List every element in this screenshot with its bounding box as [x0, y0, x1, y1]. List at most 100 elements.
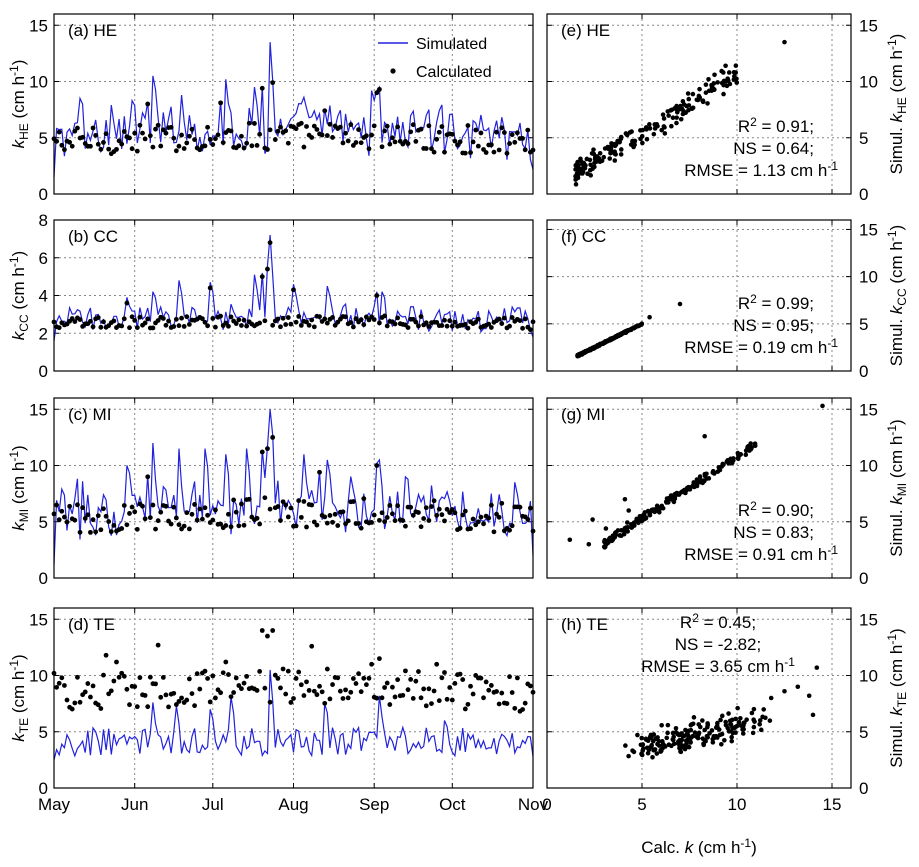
- calculated-point: [181, 324, 187, 329]
- scatter-point: [644, 136, 650, 142]
- y-tick-label: 10: [859, 268, 878, 287]
- calculated-point: [488, 325, 494, 330]
- calculated-point: [499, 500, 505, 506]
- calculated-point: [304, 524, 309, 530]
- calculated-point: [56, 325, 62, 331]
- calculated-point: [218, 690, 224, 696]
- calculated-point: [496, 316, 502, 322]
- scatter-point: [673, 725, 679, 731]
- scatter-point: [733, 63, 739, 68]
- calculated-point: [452, 681, 458, 686]
- calculated-point: [285, 315, 291, 320]
- calculated-point: [410, 696, 416, 701]
- calculated-point: [134, 325, 140, 331]
- y-tick-label: 5: [39, 129, 48, 148]
- calculated-point: [496, 147, 502, 153]
- calculated-point: [311, 123, 317, 129]
- y-axis-label-right-part: Simul.: [887, 716, 906, 768]
- calculated-point: [59, 142, 65, 148]
- calculated-point: [426, 518, 432, 523]
- calculated-point: [80, 134, 86, 140]
- calculated-point: [494, 129, 499, 135]
- calculated-point: [322, 700, 328, 706]
- calculated-point: [236, 523, 242, 529]
- panel-frame-left: [53, 219, 534, 372]
- scatter-point: [750, 730, 756, 736]
- calculated-point: [379, 510, 385, 516]
- calculated-point: [429, 146, 434, 152]
- scatter-point: [701, 478, 707, 484]
- calculated-point: [127, 511, 132, 516]
- calculated-point: [470, 139, 476, 145]
- scatter-point: [715, 80, 720, 85]
- calculated-point: [379, 144, 385, 150]
- calculated-point: [132, 509, 138, 515]
- calculated-point: [431, 149, 437, 155]
- calculated-point: [408, 504, 414, 510]
- scatter-point: [650, 754, 655, 760]
- calculated-point: [90, 125, 96, 131]
- calculated-point: [442, 670, 447, 675]
- calculated-point: [382, 685, 388, 690]
- scatter-point: [647, 734, 653, 740]
- calculated-point: [226, 511, 231, 517]
- calculated-point: [283, 691, 289, 697]
- scatter-point: [767, 718, 773, 723]
- scatter-point: [661, 124, 667, 129]
- calculated-point: [418, 314, 424, 319]
- calculated-point: [69, 143, 75, 149]
- calculated-point: [293, 319, 299, 325]
- calculated-point: [244, 140, 250, 146]
- calculated-point: [69, 706, 75, 712]
- scatter-point: [712, 72, 717, 78]
- y-axis-label-right-part: Simul.: [887, 505, 906, 557]
- calculated-point: [163, 130, 169, 136]
- calculated-point: [395, 315, 401, 321]
- calculated-point: [340, 696, 346, 701]
- calculated-point: [408, 129, 414, 135]
- calculated-point: [189, 511, 195, 517]
- calculated-point: [384, 680, 390, 686]
- scatter-point: [618, 152, 624, 157]
- calculated-point: [304, 124, 309, 129]
- calculated-point: [202, 143, 208, 149]
- calculated-point: [293, 126, 299, 132]
- calculated-point: [358, 140, 364, 146]
- stat-r2-part: R: [738, 294, 750, 313]
- calculated-point: [483, 679, 489, 685]
- scatter-point: [618, 332, 624, 337]
- calculated-point: [142, 693, 148, 698]
- scatter-point: [599, 158, 605, 164]
- calculated-point: [481, 695, 486, 701]
- calculated-point: [520, 707, 525, 712]
- calculated-point: [507, 674, 512, 680]
- calculated-point: [95, 141, 101, 147]
- calculated-point: [82, 689, 88, 695]
- calculated-point: [356, 521, 361, 526]
- scatter-point: [749, 710, 755, 716]
- calculated-point: [413, 678, 419, 684]
- scatter-point: [623, 525, 629, 530]
- y-tick-label: 8: [39, 211, 48, 230]
- calculated-point: [262, 318, 268, 324]
- y-axis-label-part: k: [9, 330, 28, 340]
- y-axis-label-part: -1: [7, 451, 21, 462]
- calculated-point: [418, 695, 424, 701]
- y-axis-label-part: (cm h: [9, 76, 28, 123]
- calculated-point: [507, 527, 512, 533]
- scatter-point: [643, 125, 649, 130]
- scatter-point: [674, 490, 680, 496]
- calculated-point: [103, 131, 109, 137]
- y-axis-label-right-part: k: [887, 495, 906, 505]
- calculated-point: [145, 101, 151, 107]
- scatter-point: [567, 537, 573, 543]
- scatter-point: [688, 740, 693, 745]
- scatter-point: [674, 106, 680, 112]
- calculated-point: [62, 514, 67, 520]
- calculated-point: [371, 123, 377, 129]
- calculated-point: [254, 515, 260, 521]
- calculated-point: [481, 521, 486, 527]
- calculated-point: [343, 687, 348, 693]
- calculated-point: [410, 122, 416, 128]
- calculated-point: [522, 147, 528, 153]
